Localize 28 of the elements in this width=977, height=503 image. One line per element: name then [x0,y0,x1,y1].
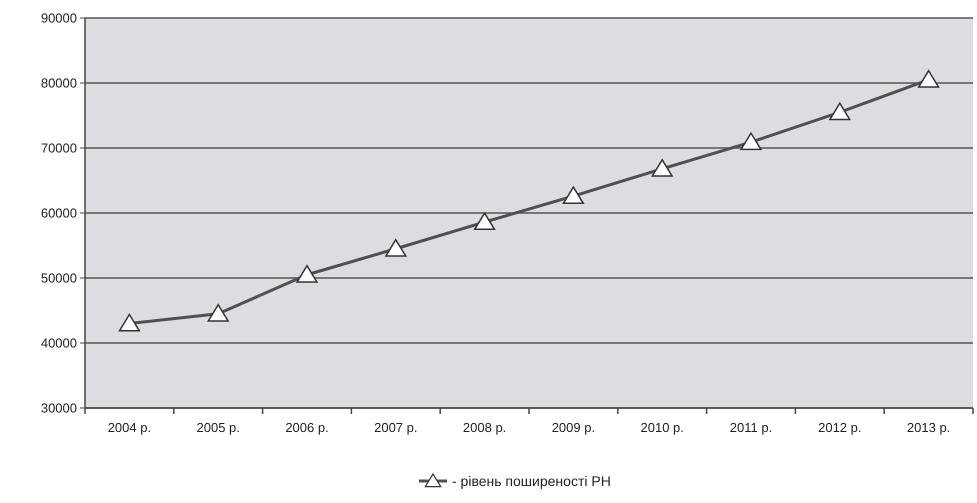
point [385,239,406,257]
x-tick-label: 2004 р. [108,420,152,435]
x-tick-label: 2012 р. [818,420,862,435]
point [652,159,673,177]
point [562,186,584,204]
y-tick-label: 50000 [40,270,77,286]
x-tick-label: 2005 р. [196,420,240,435]
x-tick-label: 2013 р. [906,420,950,435]
point [208,304,229,322]
legend-label: - рівень поширеності РН [452,472,611,489]
x-tick-label: 2006 р. [285,420,329,435]
point [296,265,318,283]
x-tick-label: 2007 р. [374,420,418,435]
point [918,70,940,88]
y-tick-label: 60000 [40,206,77,221]
y-tick-label: 70000 [40,140,77,156]
x-tick-label: 2009 р. [552,420,596,435]
y-tick-label: 30000 [40,400,77,416]
x-tick-label: 2010 р. [640,420,684,435]
point [474,212,496,230]
x-tick-label: 2011 р. [730,420,772,435]
y-tick-label: 40000 [40,336,77,351]
point [118,314,140,332]
y-tick-label: 80000 [40,76,77,91]
point [740,132,762,150]
point [829,102,850,120]
y-tick-label: 90000 [40,10,77,26]
x-tick-label: 2008 р. [462,420,506,435]
